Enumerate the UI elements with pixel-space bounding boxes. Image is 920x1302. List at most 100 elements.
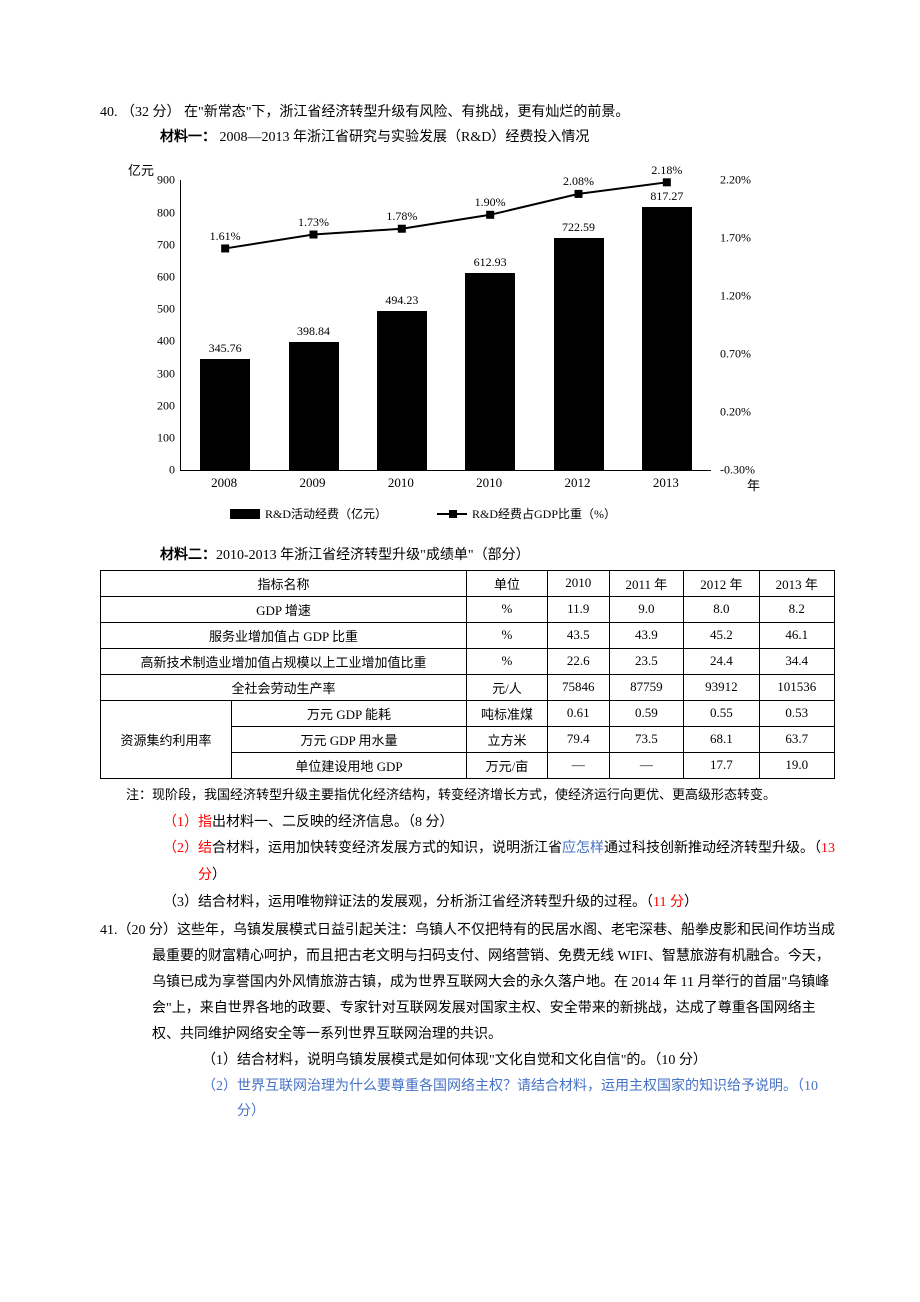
q40-points: （32 分） bbox=[121, 105, 181, 120]
y-left-tick: 600 bbox=[135, 270, 175, 285]
material2-text: 2010-2013 年浙江省经济转型升级"成绩单"（部分） bbox=[216, 548, 530, 563]
legend-line-icon bbox=[437, 513, 467, 515]
table-row: 高新技术制造业增加值占规模以上工业增加值比重%22.623.524.434.4 bbox=[101, 648, 835, 674]
y-right-tick: 2.20% bbox=[720, 173, 775, 188]
line-svg bbox=[181, 180, 711, 470]
legend-item-line: R&D经费占GDP比重（%） bbox=[437, 505, 616, 522]
bar bbox=[465, 273, 515, 470]
bar bbox=[642, 207, 692, 470]
table-cell: 0.59 bbox=[609, 700, 684, 726]
table-header-cell: 2011 年 bbox=[609, 570, 684, 596]
table-cell: 元/人 bbox=[466, 674, 547, 700]
bar-label: 817.27 bbox=[637, 189, 697, 204]
y-left-tick: 100 bbox=[135, 431, 175, 446]
line-marker bbox=[310, 231, 318, 239]
chart-legend: R&D活动经费（亿元） R&D经费占GDP比重（%） bbox=[230, 505, 616, 522]
material2-header: 材料二：2010-2013 年浙江省经济转型升级"成绩单"（部分） bbox=[160, 545, 840, 567]
table-cell: 23.5 bbox=[609, 648, 684, 674]
x-label: 2008 bbox=[194, 475, 254, 491]
x-label: 2010 bbox=[371, 475, 431, 491]
table-cell: 45.2 bbox=[684, 622, 759, 648]
table-note: 注：现阶段，我国经济转型升级主要指优化经济结构，转变经济增长方式，使经济运行向更… bbox=[100, 784, 840, 806]
table-cell: 43.5 bbox=[547, 622, 609, 648]
table-cell: 68.1 bbox=[684, 726, 759, 752]
x-label: 2013 bbox=[636, 475, 696, 491]
y-left-tick: 0 bbox=[135, 463, 175, 478]
table-cell: 101536 bbox=[759, 674, 834, 700]
table-cell: % bbox=[466, 622, 547, 648]
y-right-tick: 1.20% bbox=[720, 289, 775, 304]
line-label: 1.90% bbox=[465, 195, 515, 210]
line-marker bbox=[398, 225, 406, 233]
line-label: 2.08% bbox=[554, 174, 604, 189]
y-axis-right: 2.20%1.70%1.20%0.70%0.20%-0.30% bbox=[720, 180, 770, 470]
table-cell: 8.0 bbox=[684, 596, 759, 622]
table-cell: 高新技术制造业增加值占规模以上工业增加值比重 bbox=[101, 648, 467, 674]
bar bbox=[377, 311, 427, 470]
table-cell: 立方米 bbox=[466, 726, 547, 752]
legend2-text: R&D经费占GDP比重（%） bbox=[472, 505, 616, 522]
table-header-cell: 2013 年 bbox=[759, 570, 834, 596]
bar bbox=[554, 238, 604, 471]
q41-points: （20 分） bbox=[118, 923, 178, 938]
table-cell: 19.0 bbox=[759, 752, 834, 778]
table-cell: 9.0 bbox=[609, 596, 684, 622]
rd-chart: 亿元 9008007006005004003002001000 2.20%1.7… bbox=[120, 160, 800, 540]
bar bbox=[200, 359, 250, 470]
table-cell: 93912 bbox=[684, 674, 759, 700]
table-cell: 43.9 bbox=[609, 622, 684, 648]
legend-box-icon bbox=[230, 509, 260, 519]
table-cell: 8.2 bbox=[759, 596, 834, 622]
y-right-tick: 0.70% bbox=[720, 347, 775, 362]
material2-label: 材料二： bbox=[160, 548, 216, 563]
y-right-tick: 0.20% bbox=[720, 405, 775, 420]
material1-label: 材料一： bbox=[160, 130, 216, 145]
q40-sub3: （3）结合材料，运用唯物辩证法的发展观，分析浙江省经济转型升级的过程。（11 分… bbox=[163, 890, 840, 917]
table-cell: 17.7 bbox=[684, 752, 759, 778]
bar-label: 398.84 bbox=[284, 324, 344, 339]
q41-sub1: （1）结合材料，说明乌镇发展模式是如何体现"文化自觉和文化自信"的。（10 分） bbox=[202, 1048, 840, 1074]
table-cell: 万元 GDP 用水量 bbox=[232, 726, 467, 752]
table-cell: 79.4 bbox=[547, 726, 609, 752]
table-row: 全社会劳动生产率元/人758468775993912101536 bbox=[101, 674, 835, 700]
y-left-tick: 700 bbox=[135, 237, 175, 252]
table-cell: 46.1 bbox=[759, 622, 834, 648]
table-cell: — bbox=[547, 752, 609, 778]
y-axis-left: 9008007006005004003002001000 bbox=[135, 180, 175, 470]
q40-sub2: （2）结合材料，运用加快转变经济发展方式的知识，说明浙江省应怎样通过科技创新推动… bbox=[163, 836, 840, 889]
table-cell: 73.5 bbox=[609, 726, 684, 752]
legend-item-bar: R&D活动经费（亿元） bbox=[230, 505, 387, 522]
table-cell: 全社会劳动生产率 bbox=[101, 674, 467, 700]
table-cell: 万元 GDP 能耗 bbox=[232, 700, 467, 726]
table-header-cell: 单位 bbox=[466, 570, 547, 596]
y-left-tick: 800 bbox=[135, 205, 175, 220]
y-right-tick: 1.70% bbox=[720, 231, 775, 246]
bar-label: 612.93 bbox=[460, 255, 520, 270]
table-cell: 吨标准煤 bbox=[466, 700, 547, 726]
table-row: 服务业增加值占 GDP 比重%43.543.945.246.1 bbox=[101, 622, 835, 648]
line-label: 1.73% bbox=[289, 215, 339, 230]
table-cell: 34.4 bbox=[759, 648, 834, 674]
table-cell: — bbox=[609, 752, 684, 778]
table-cell: 24.4 bbox=[684, 648, 759, 674]
legend1-text: R&D活动经费（亿元） bbox=[265, 505, 387, 522]
bar-label: 722.59 bbox=[549, 220, 609, 235]
table-cell-group: 资源集约利用率 bbox=[101, 700, 232, 778]
table-cell: 63.7 bbox=[759, 726, 834, 752]
line-marker bbox=[486, 211, 494, 219]
table-cell: 75846 bbox=[547, 674, 609, 700]
bar-label: 494.23 bbox=[372, 293, 432, 308]
q40-number: 40. bbox=[100, 105, 118, 120]
question-41: 41.（20 分）这些年，乌镇发展模式日益引起关注：乌镇人不仅把特有的民居水阁、… bbox=[100, 918, 840, 1125]
q40-sub1: （1）指出材料一、二反映的经济信息。（8 分） bbox=[163, 810, 840, 837]
q41-sub2: （2）世界互联网治理为什么要尊重各国网络主权？请结合材料，运用主权国家的知识给予… bbox=[202, 1074, 840, 1126]
table-header-cell: 2010 bbox=[547, 570, 609, 596]
y-left-tick: 400 bbox=[135, 334, 175, 349]
line-marker bbox=[575, 190, 583, 198]
table-cell: 0.61 bbox=[547, 700, 609, 726]
table-cell: 0.53 bbox=[759, 700, 834, 726]
table-cell: GDP 增速 bbox=[101, 596, 467, 622]
table-header-cell: 指标名称 bbox=[101, 570, 467, 596]
y-left-tick: 500 bbox=[135, 302, 175, 317]
table-header-row: 指标名称单位20102011 年2012 年2013 年 bbox=[101, 570, 835, 596]
